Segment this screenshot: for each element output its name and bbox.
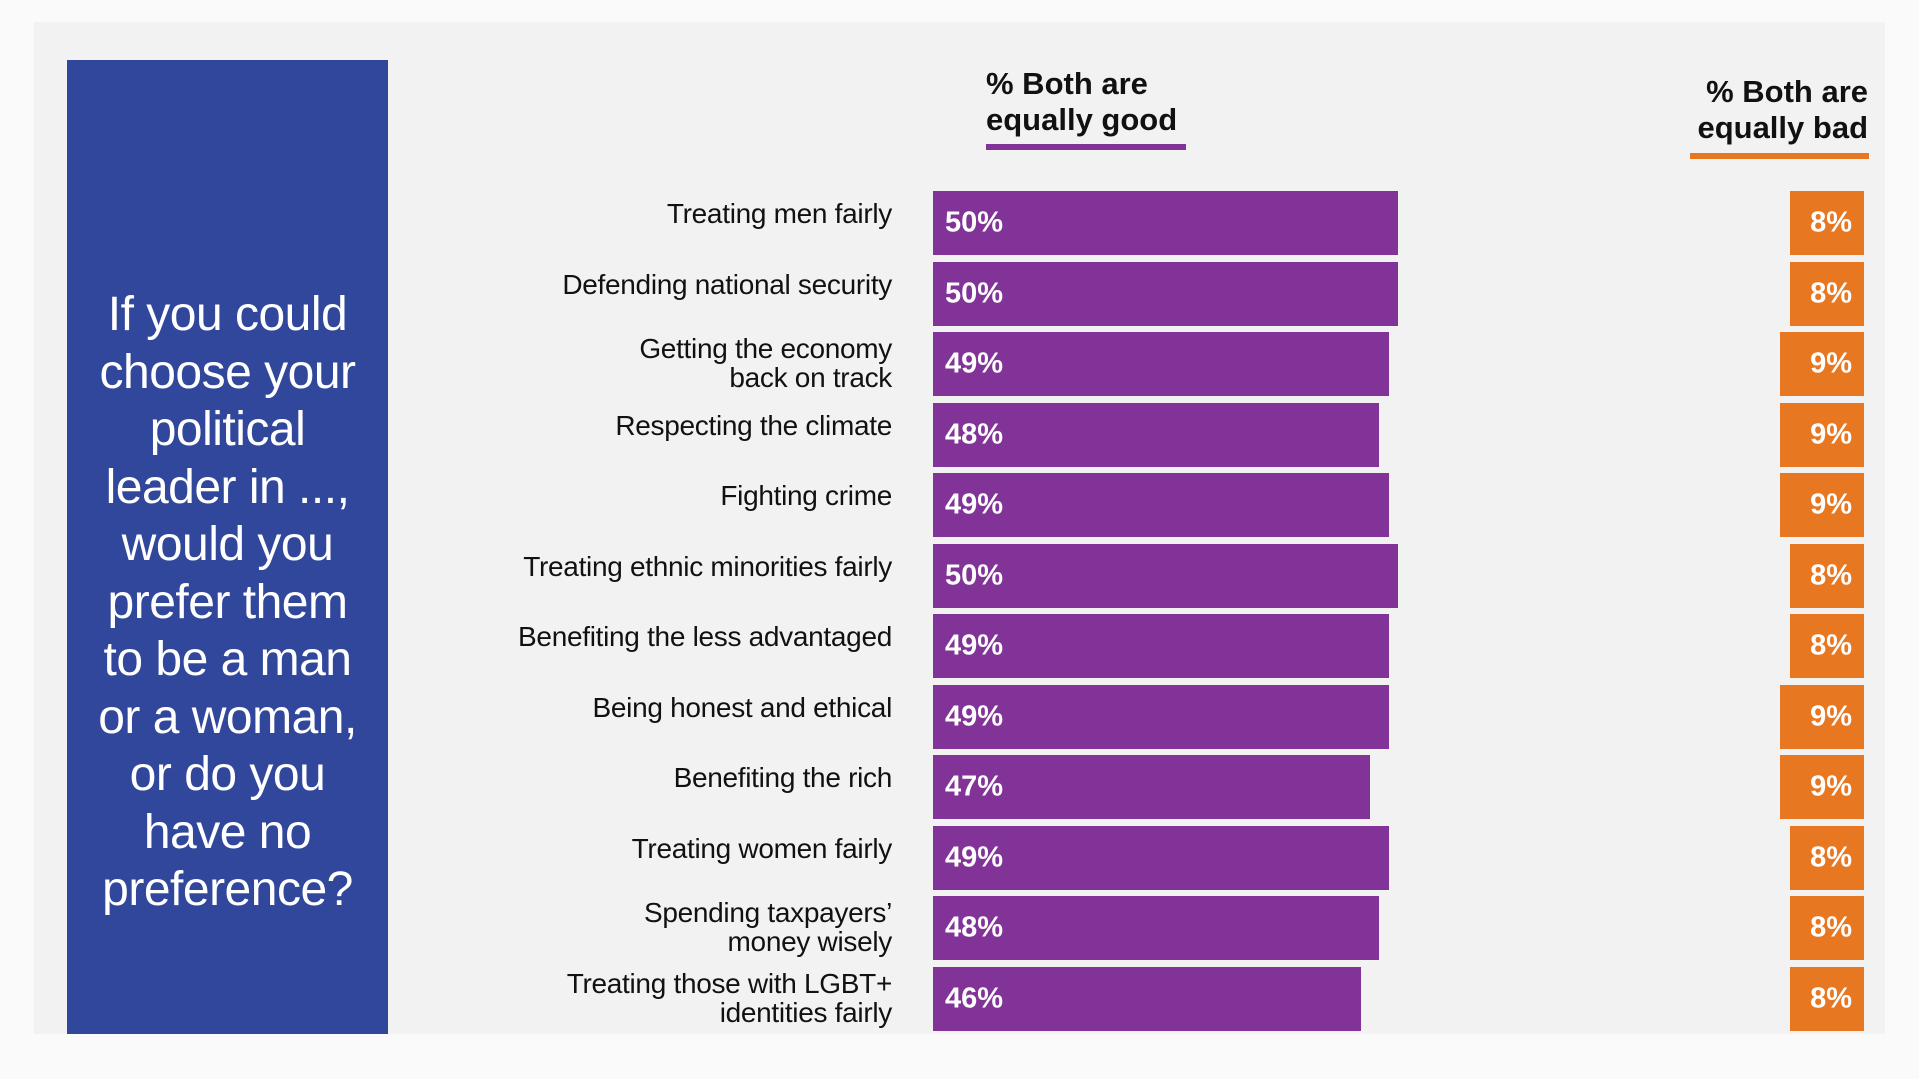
bar-equally-bad: 8% xyxy=(1789,966,1864,1031)
bar-equally-bad: 8% xyxy=(1789,614,1864,678)
category-label: Benefiting the less advantaged xyxy=(518,621,892,652)
category-label: Treating ethnic minorities fairly xyxy=(523,550,892,582)
data-label: 49% xyxy=(945,629,1004,662)
data-label: 9% xyxy=(1810,347,1852,380)
data-label: 50% xyxy=(945,559,1004,591)
data-label: 8% xyxy=(1810,841,1852,873)
category-label: Spending taxpayers’ money wisely xyxy=(643,897,892,957)
bar-equally-bad: 9% xyxy=(1780,402,1864,467)
data-label: 49% xyxy=(945,488,1004,521)
data-label: 8% xyxy=(1810,911,1852,944)
bar-equally-bad: 8% xyxy=(1789,191,1864,255)
bar-equally-good: 49% xyxy=(933,825,1389,890)
bar-equally-good: 50% xyxy=(933,261,1398,326)
bar-equally-good: 49% xyxy=(933,332,1389,396)
question-box: If you could choose your political leade… xyxy=(67,60,388,1034)
data-label: 50% xyxy=(945,206,1004,239)
bar-equally-bad: 8% xyxy=(1789,543,1864,608)
data-label: 9% xyxy=(1810,770,1852,803)
data-label: 8% xyxy=(1810,559,1852,591)
data-label: 48% xyxy=(945,418,1004,450)
bar-equally-bad: 9% xyxy=(1780,332,1864,396)
bar-equally-bad: 8% xyxy=(1789,261,1864,326)
data-label: 9% xyxy=(1810,700,1852,732)
header-equally-good: % Both are equally good xyxy=(986,66,1178,137)
category-label: Treating men fairly xyxy=(666,198,892,229)
header-equally-bad: % Both are equally bad xyxy=(1697,74,1868,145)
bar-equally-bad: 9% xyxy=(1780,684,1864,749)
category-label: Benefiting the rich xyxy=(673,762,893,793)
bar-equally-good: 49% xyxy=(933,473,1389,537)
data-label: 47% xyxy=(945,770,1004,803)
data-label: 49% xyxy=(945,347,1004,380)
data-label: 48% xyxy=(945,911,1004,944)
bar-equally-good: 48% xyxy=(933,402,1380,467)
data-label: 49% xyxy=(945,841,1004,873)
bar-equally-bad: 9% xyxy=(1780,755,1864,819)
bar-equally-good: 49% xyxy=(933,614,1389,678)
bar-equally-good: 49% xyxy=(933,684,1389,749)
header-bad-underline xyxy=(1690,153,1869,159)
category-label: Being honest and ethical xyxy=(592,691,893,723)
bar-equally-bad: 8% xyxy=(1789,825,1864,890)
data-label: 8% xyxy=(1810,206,1852,239)
category-label: Treating women fairly xyxy=(631,832,893,864)
header-good-underline xyxy=(986,144,1186,150)
data-label: 8% xyxy=(1810,982,1852,1014)
bar-equally-good: 50% xyxy=(933,543,1398,608)
bar-equally-bad: 9% xyxy=(1780,473,1864,537)
category-label: Defending national security xyxy=(562,268,892,300)
category-label: Fighting crime xyxy=(720,480,892,511)
data-label: 8% xyxy=(1810,629,1852,662)
bar-equally-good: 46% xyxy=(933,966,1361,1031)
data-label: 9% xyxy=(1810,418,1852,450)
bar-equally-good: 48% xyxy=(933,896,1380,960)
category-label: Getting the economy back on track xyxy=(639,333,892,393)
data-label: 46% xyxy=(945,982,1004,1014)
data-label: 50% xyxy=(945,277,1004,309)
bar-equally-good: 50% xyxy=(933,191,1398,255)
data-label: 9% xyxy=(1810,488,1852,521)
data-label: 8% xyxy=(1810,277,1852,309)
bar-equally-good: 47% xyxy=(933,755,1371,819)
category-label: Treating those with LGBT+ identities fai… xyxy=(566,967,893,1028)
data-label: 49% xyxy=(945,700,1004,732)
question-text: If you could choose your political leade… xyxy=(98,288,357,916)
bar-equally-bad: 8% xyxy=(1789,896,1864,960)
category-label: Respecting the climate xyxy=(615,409,892,441)
